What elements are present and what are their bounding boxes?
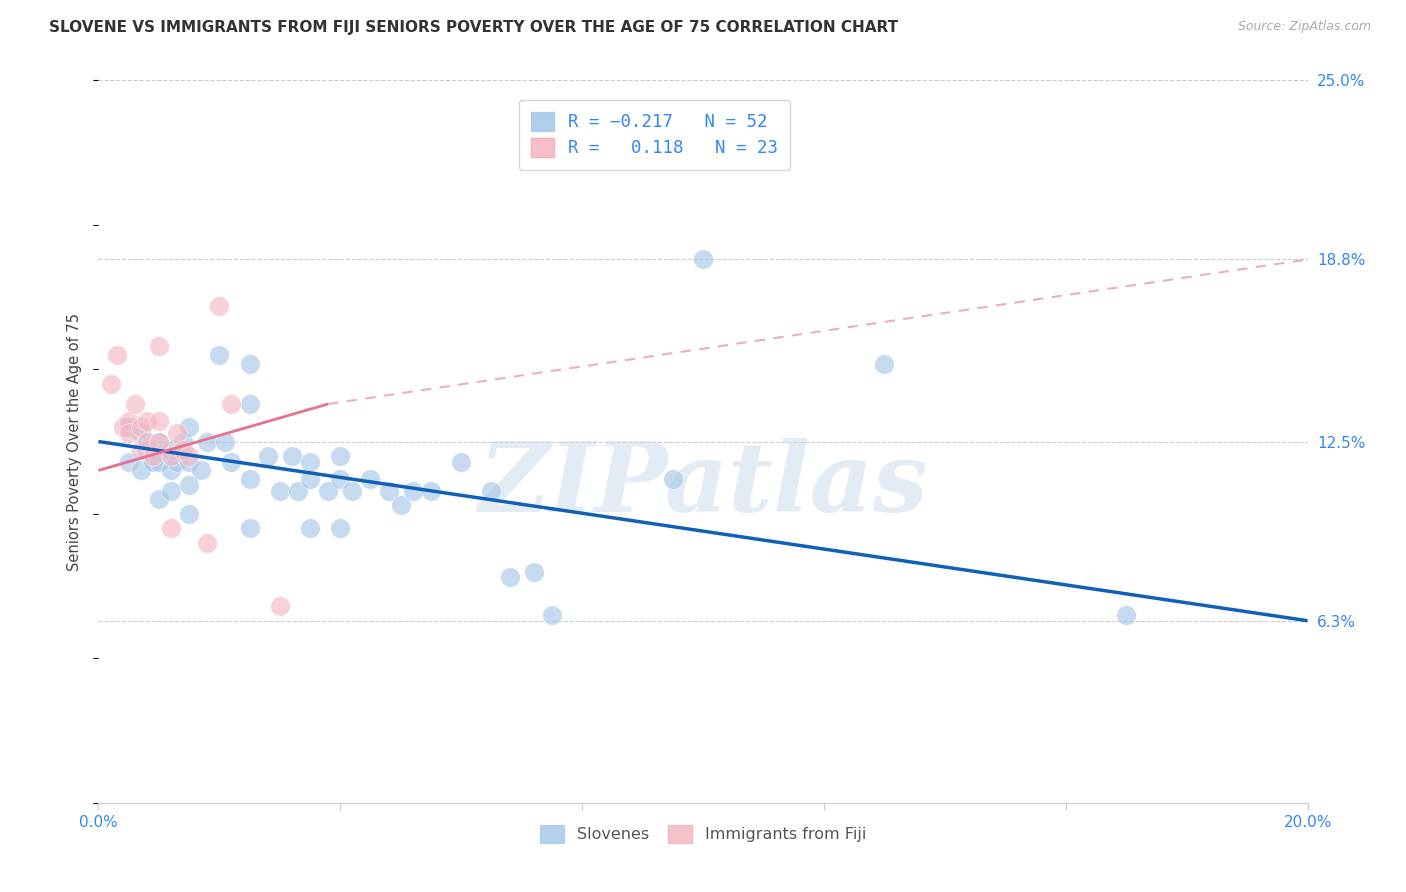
Text: SLOVENE VS IMMIGRANTS FROM FIJI SENIORS POVERTY OVER THE AGE OF 75 CORRELATION C: SLOVENE VS IMMIGRANTS FROM FIJI SENIORS … [49, 20, 898, 35]
Point [342, 483, 364, 498]
Point [360, 472, 382, 486]
Point [160, 463, 183, 477]
Point [329, 472, 352, 486]
Point [221, 397, 243, 411]
Point [269, 483, 291, 498]
Point [195, 434, 218, 449]
Point [142, 449, 165, 463]
Point [129, 425, 152, 440]
Point [481, 483, 503, 498]
Point [329, 521, 352, 535]
Point [160, 483, 183, 498]
Text: ZIPatlas: ZIPatlas [478, 438, 928, 532]
Point [299, 521, 322, 535]
Point [661, 472, 683, 486]
Point [269, 599, 291, 614]
Point [239, 521, 262, 535]
Point [239, 357, 262, 371]
Point [239, 397, 262, 411]
Point [160, 449, 183, 463]
Point [299, 455, 322, 469]
Point [179, 420, 201, 434]
Point [208, 299, 231, 313]
Point [118, 420, 141, 434]
Point [540, 607, 562, 622]
Point [287, 483, 309, 498]
Point [195, 535, 218, 549]
Point [239, 472, 262, 486]
Point [148, 455, 170, 469]
Point [402, 483, 425, 498]
Point [179, 507, 201, 521]
Point [148, 492, 170, 507]
Text: Source: ZipAtlas.com: Source: ZipAtlas.com [1237, 20, 1371, 33]
Point [498, 570, 520, 584]
Point [873, 357, 896, 371]
Point [142, 455, 165, 469]
Point [179, 449, 201, 463]
Point [450, 455, 472, 469]
Point [281, 449, 304, 463]
Point [135, 434, 157, 449]
Point [118, 425, 141, 440]
Point [129, 463, 152, 477]
Point [179, 455, 201, 469]
Point [118, 455, 141, 469]
Point [172, 443, 194, 458]
Point [129, 420, 152, 434]
Point [135, 414, 157, 428]
Point [160, 443, 183, 458]
Point [148, 434, 170, 449]
Point [389, 498, 412, 512]
Point [316, 483, 339, 498]
Point [523, 565, 546, 579]
Point [129, 443, 152, 458]
Point [221, 455, 243, 469]
Point [420, 483, 443, 498]
Point [111, 420, 134, 434]
Point [105, 348, 128, 362]
Point [148, 414, 170, 428]
Point [256, 449, 278, 463]
Point [172, 434, 194, 449]
Point [148, 434, 170, 449]
Point [118, 414, 141, 428]
Point [377, 483, 399, 498]
Point [160, 521, 183, 535]
Point [214, 434, 236, 449]
Point [100, 376, 122, 391]
Point [166, 425, 188, 440]
Point [208, 348, 231, 362]
Point [329, 449, 352, 463]
Point [148, 339, 170, 353]
Point [124, 397, 146, 411]
Point [1115, 607, 1137, 622]
Point [135, 443, 157, 458]
Point [179, 478, 201, 492]
Legend: Slovenes, Immigrants from Fiji: Slovenes, Immigrants from Fiji [533, 819, 873, 849]
Point [190, 463, 212, 477]
Point [692, 252, 714, 267]
Point [299, 472, 322, 486]
Point [166, 455, 188, 469]
Y-axis label: Seniors Poverty Over the Age of 75: Seniors Poverty Over the Age of 75 [67, 312, 83, 571]
